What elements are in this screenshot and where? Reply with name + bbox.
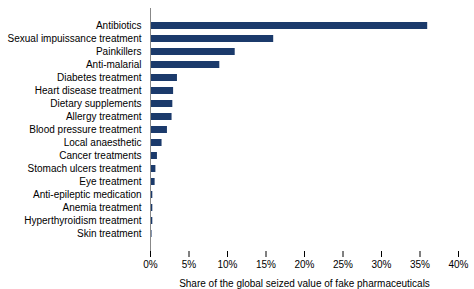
svg-text:Diabetes treatment: Diabetes treatment (57, 72, 142, 83)
svg-text:Anti-malarial: Anti-malarial (86, 59, 142, 70)
svg-text:40%: 40% (448, 259, 468, 270)
svg-text:Heart disease treatment: Heart disease treatment (35, 85, 142, 96)
svg-text:5%: 5% (182, 259, 197, 270)
svg-text:Antibiotics: Antibiotics (96, 20, 142, 31)
svg-text:30%: 30% (371, 259, 391, 270)
svg-text:0%: 0% (143, 259, 158, 270)
svg-text:Painkillers: Painkillers (96, 46, 142, 57)
svg-text:Allergy treatment: Allergy treatment (66, 111, 142, 122)
svg-text:Cancer treatments: Cancer treatments (59, 150, 141, 161)
svg-text:20%: 20% (294, 259, 314, 270)
svg-text:Skin treatment: Skin treatment (77, 228, 142, 239)
svg-text:25%: 25% (333, 259, 353, 270)
svg-text:35%: 35% (410, 259, 430, 270)
svg-text:Dietary supplements: Dietary supplements (50, 98, 141, 109)
svg-text:Local anaesthetic: Local anaesthetic (64, 137, 142, 148)
svg-text:Stomach ulcers treatment: Stomach ulcers treatment (28, 163, 142, 174)
svg-text:Blood pressure treatment: Blood pressure treatment (29, 124, 142, 135)
svg-text:Anti-epileptic medication: Anti-epileptic medication (33, 189, 141, 200)
svg-text:Hyperthyroidism treatment: Hyperthyroidism treatment (24, 215, 141, 226)
svg-text:Share of the global seized val: Share of the global seized value of fake… (179, 278, 430, 289)
svg-text:Sexual impuissance treatment: Sexual impuissance treatment (8, 33, 142, 44)
svg-text:Eye treatment: Eye treatment (79, 176, 141, 187)
svg-text:15%: 15% (256, 259, 276, 270)
svg-text:Anemia treatment: Anemia treatment (63, 202, 142, 213)
svg-text:10%: 10% (217, 259, 237, 270)
